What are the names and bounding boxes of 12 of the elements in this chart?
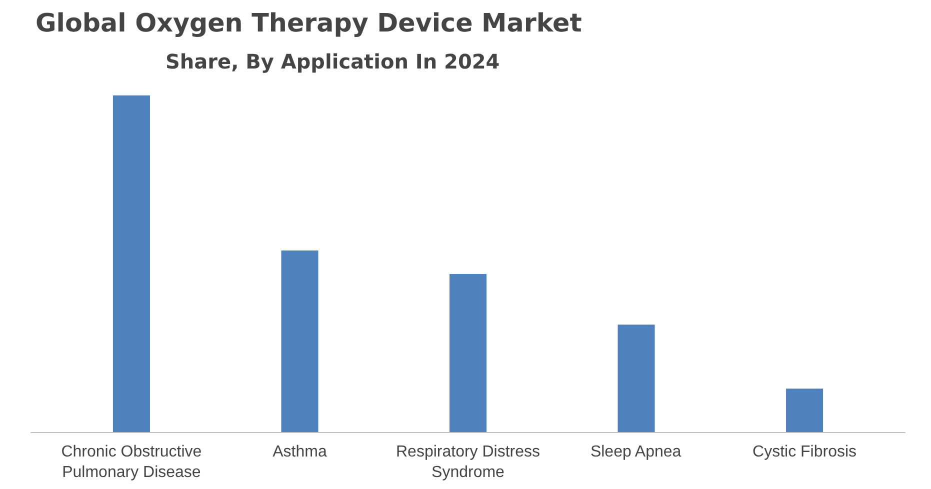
bar	[449, 274, 487, 432]
x-tick-label: Asthma	[272, 444, 327, 460]
x-tick-label: Sleep Apnea	[590, 444, 682, 460]
bar	[281, 250, 318, 432]
x-tick-label: Respiratory Distress Syndrome	[396, 444, 540, 481]
bar	[786, 388, 824, 432]
bar	[618, 324, 655, 432]
chart-subtitle: Share, By Application In 2024	[166, 50, 500, 74]
chart-title: Global Oxygen Therapy Device Market	[36, 8, 582, 38]
x-tick-label: Chronic Obstructive Pulmonary Disease	[61, 444, 202, 481]
bar	[112, 95, 150, 432]
x-tick-label: Cystic Fibrosis	[752, 444, 857, 460]
